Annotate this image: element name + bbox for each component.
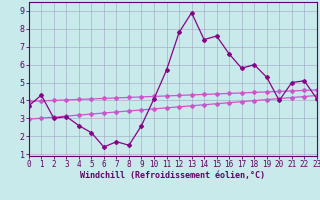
X-axis label: Windchill (Refroidissement éolien,°C): Windchill (Refroidissement éolien,°C) — [80, 171, 265, 180]
